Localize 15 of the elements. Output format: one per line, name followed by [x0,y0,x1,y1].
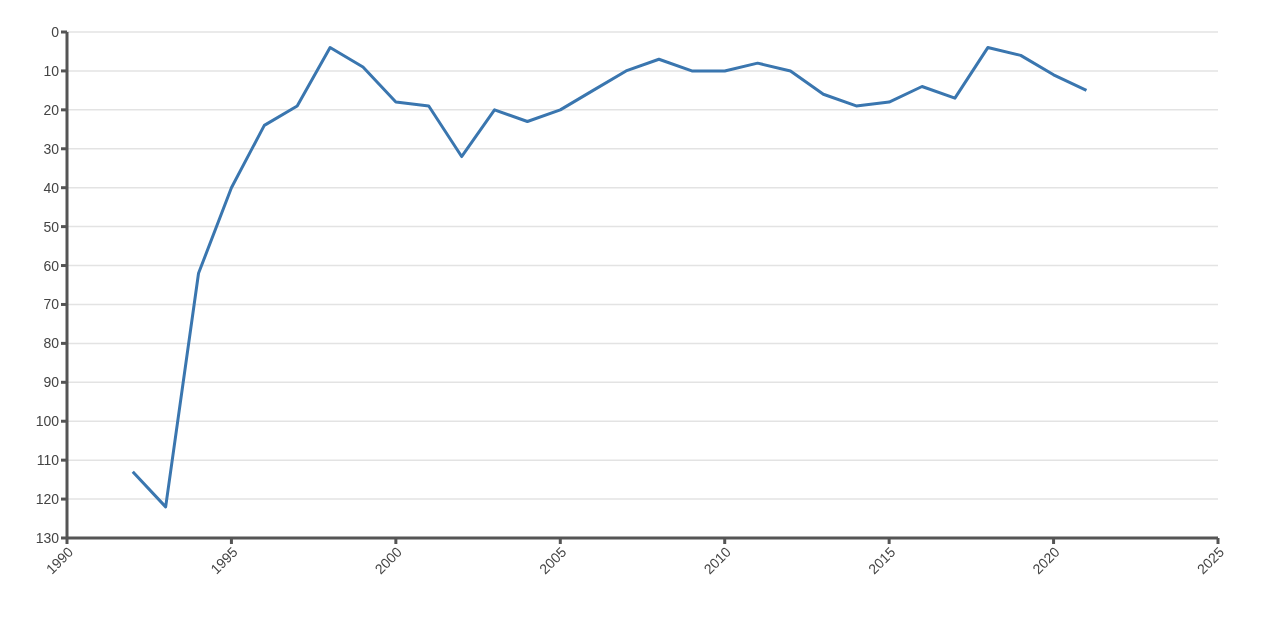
y-tick-label: 80 [43,335,60,352]
y-tick-label: 130 [35,529,60,546]
y-tick-label: 10 [43,62,60,79]
y-tick-label: 110 [36,452,60,469]
y-tick-label: 50 [43,218,60,235]
line-series [131,46,1088,509]
y-tick-label: 120 [35,491,60,508]
y-tick-label: 30 [43,140,60,157]
y-tick-label: 70 [43,296,60,313]
y-tick-label: 20 [43,101,60,118]
y-tick-label: 90 [43,374,60,391]
y-tick-label: 0 [51,23,60,40]
y-tick-label: 40 [43,179,60,196]
y-tick-label: 60 [43,257,60,274]
y-tick-label: 100 [35,413,60,430]
